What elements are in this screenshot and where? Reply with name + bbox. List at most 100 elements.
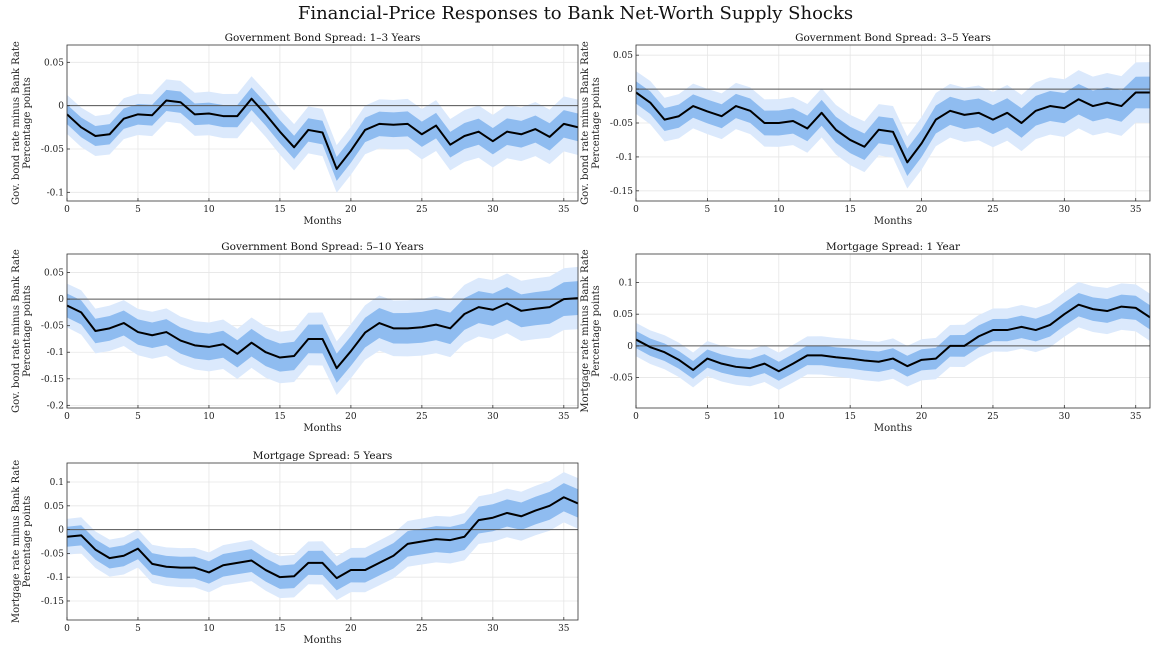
x-tick-label: 0 xyxy=(633,412,639,422)
x-axis-label: Months xyxy=(303,635,341,646)
x-tick-label: 0 xyxy=(64,412,70,422)
y-tick-label: -0.05 xyxy=(41,145,64,155)
y-tick-label: -0.05 xyxy=(610,374,633,384)
y-tick-label: -0.2 xyxy=(47,401,64,411)
y-axis-label: Gov. bond rate minus Bank Rate xyxy=(580,41,591,205)
y-tick-label: -0.15 xyxy=(41,375,64,385)
x-tick-label: 5 xyxy=(135,624,141,634)
x-tick-label: 35 xyxy=(558,205,570,215)
panel-5: 0 5 10 15 20 25 30 35 0.1 0.05 0 -0.05 -0.1 -0.15 Mort… xyxy=(11,450,579,646)
x-tick-label: 20 xyxy=(345,624,357,634)
response-line xyxy=(67,97,578,170)
y-axis-unit-label: Percentage points xyxy=(591,77,602,169)
panel-title: Mortgage Spread: 5 Years xyxy=(253,450,393,462)
plot-area xyxy=(636,282,1150,390)
x-tick-label: 5 xyxy=(705,412,711,422)
plot-area xyxy=(67,266,578,395)
x-tick-label: 5 xyxy=(135,412,141,422)
y-tick-label: -0.15 xyxy=(41,597,64,607)
y-tick-label: -0.1 xyxy=(47,348,64,358)
panel-title: Government Bond Spread: 5–10 Years xyxy=(221,241,424,253)
plot-area xyxy=(636,62,1150,189)
axes-box xyxy=(66,44,579,202)
y-tick-label: 0 xyxy=(58,526,64,536)
y-tick-label: -0.05 xyxy=(41,322,64,332)
x-tick-label: 35 xyxy=(1130,205,1142,215)
inner-confidence-band xyxy=(67,483,578,591)
y-tick-label: -0.05 xyxy=(41,549,64,559)
panel-title: Government Bond Spread: 3–5 Years xyxy=(795,32,991,44)
response-line xyxy=(67,496,578,580)
y-tick-label: -0.1 xyxy=(47,188,64,198)
x-tick-label: 30 xyxy=(1059,205,1071,215)
x-tick-label: 20 xyxy=(916,412,928,422)
x-tick-label: 35 xyxy=(1130,412,1142,422)
panel-2: 0 5 10 15 20 25 30 35 0.05 0 -0.05 -0.1 -0.15 Governm… xyxy=(580,32,1151,227)
x-tick-label: 35 xyxy=(558,624,570,634)
x-tick-label: 25 xyxy=(987,205,999,215)
inner-confidence-band xyxy=(636,293,1150,381)
response-line xyxy=(67,297,578,370)
y-axis-label: Mortgage rate minus Bank Rate xyxy=(580,249,591,412)
x-tick-label: 10 xyxy=(203,412,215,422)
x-tick-label: 20 xyxy=(916,205,928,215)
y-axis-unit-label: Percentage points xyxy=(591,285,602,377)
y-tick-label: -0.15 xyxy=(610,187,633,197)
axes-box xyxy=(635,253,1151,409)
plot-area xyxy=(67,76,578,193)
y-tick-label: -0.05 xyxy=(610,119,633,129)
x-tick-label: 0 xyxy=(64,624,70,634)
y-axis-label: Gov. bond rate minus Bank Rate xyxy=(11,249,22,413)
y-axis-label: Gov. bond rate minus Bank Rate xyxy=(11,41,22,205)
panel-title: Government Bond Spread: 1–3 Years xyxy=(225,32,421,44)
y-tick-label: 0.05 xyxy=(613,310,633,320)
figure-title: Financial-Price Responses to Bank Net-Wo… xyxy=(297,3,854,24)
plot-area xyxy=(67,472,578,600)
x-tick-label: 25 xyxy=(987,412,999,422)
response-line xyxy=(636,303,1150,373)
x-axis-label: Months xyxy=(874,216,912,227)
x-tick-label: 10 xyxy=(773,205,785,215)
x-tick-label: 30 xyxy=(487,412,499,422)
x-tick-label: 35 xyxy=(558,412,570,422)
y-axis-label: Mortgage rate minus Bank Rate xyxy=(11,460,22,623)
axes-box xyxy=(66,462,579,621)
x-axis-label: Months xyxy=(874,423,912,434)
panel-3: 0 5 10 15 20 25 30 35 0.05 0 -0.05 -0.1 -0.15 -0.2 Gov… xyxy=(11,241,579,434)
x-tick-label: 25 xyxy=(416,205,428,215)
panel-1: 0 5 10 15 20 25 30 35 0.05 0 -0.05 -0.1 Government B… xyxy=(11,32,579,227)
y-tick-label: 0.05 xyxy=(44,58,64,68)
y-axis-unit-label: Percentage points xyxy=(22,496,33,588)
x-tick-label: 15 xyxy=(844,412,856,422)
x-axis-label: Months xyxy=(303,216,341,227)
x-tick-label: 30 xyxy=(487,624,499,634)
outer-confidence-band xyxy=(67,472,578,600)
x-tick-label: 15 xyxy=(274,412,286,422)
y-axis-unit-label: Percentage points xyxy=(22,77,33,169)
x-tick-label: 0 xyxy=(64,205,70,215)
x-tick-label: 20 xyxy=(345,205,357,215)
x-tick-label: 10 xyxy=(773,412,785,422)
y-tick-label: 0.05 xyxy=(44,269,64,279)
y-tick-label: -0.1 xyxy=(616,153,633,163)
x-tick-label: 15 xyxy=(844,205,856,215)
y-tick-label: 0 xyxy=(58,102,64,112)
panel-4: 0 5 10 15 20 25 30 35 0.1 0.05 0 -0.05 Mortgage Spre… xyxy=(580,241,1151,434)
x-tick-label: 10 xyxy=(203,624,215,634)
y-tick-label: 0.1 xyxy=(619,279,633,289)
x-axis-label: Months xyxy=(303,423,341,434)
y-tick-label: 0 xyxy=(627,342,633,352)
x-tick-label: 15 xyxy=(274,205,286,215)
y-tick-label: 0 xyxy=(58,295,64,305)
y-tick-label: 0.1 xyxy=(50,478,64,488)
x-tick-label: 25 xyxy=(416,624,428,634)
y-tick-label: 0 xyxy=(627,85,633,95)
x-tick-label: 20 xyxy=(345,412,357,422)
panel-title: Mortgage Spread: 1 Year xyxy=(826,241,961,253)
inner-confidence-band xyxy=(636,76,1150,177)
y-tick-label: -0.1 xyxy=(47,573,64,583)
x-tick-label: 30 xyxy=(1059,412,1071,422)
x-tick-label: 10 xyxy=(203,205,215,215)
